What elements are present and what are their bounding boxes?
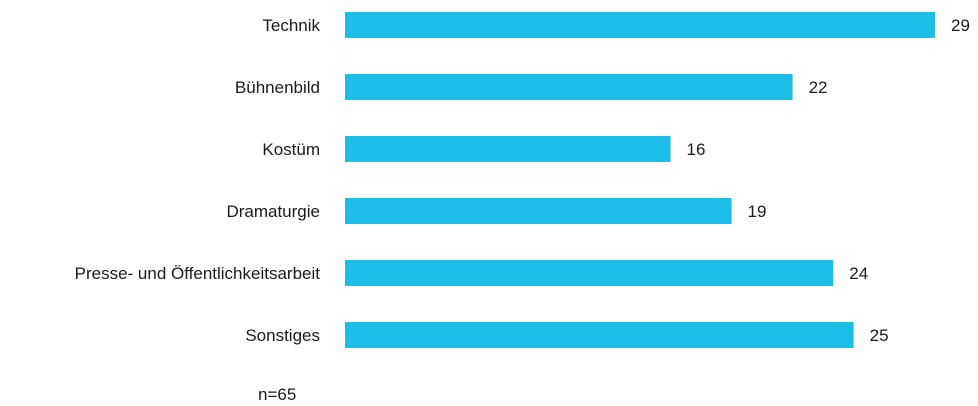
bar-sonstiges	[345, 322, 854, 348]
bar-presse-und-offentlichkeitsarbeit	[345, 260, 834, 286]
bar-dramaturgie	[345, 198, 732, 224]
category-label-kostum: Kostüm	[262, 140, 320, 159]
category-label-sonstiges: Sonstiges	[245, 326, 320, 345]
category-label-presse-und-offentlichkeitsarbeit: Presse- und Öffentlichkeitsarbeit	[75, 264, 321, 283]
sample-size-note: n=65	[258, 385, 297, 404]
value-label-technik: 29	[951, 16, 970, 35]
category-label-dramaturgie: Dramaturgie	[226, 202, 320, 221]
value-label-kostum: 16	[687, 140, 706, 159]
category-label-technik: Technik	[262, 16, 320, 35]
value-label-presse-und-offentlichkeitsarbeit: 24	[849, 264, 868, 283]
bar-buhnenbild	[345, 74, 793, 100]
value-label-dramaturgie: 19	[748, 202, 767, 221]
category-label-buhnenbild: Bühnenbild	[235, 78, 320, 97]
value-label-buhnenbild: 22	[809, 78, 828, 97]
bar-technik	[345, 12, 935, 38]
bar-kostum	[345, 136, 671, 162]
value-label-sonstiges: 25	[870, 326, 889, 345]
